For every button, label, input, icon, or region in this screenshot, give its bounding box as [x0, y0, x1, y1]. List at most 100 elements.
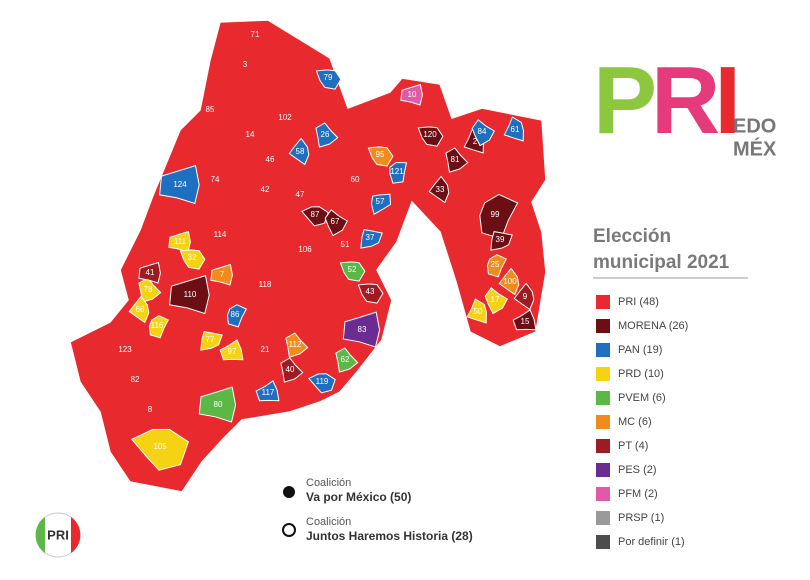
coalition-name: Va por México (50)	[306, 490, 411, 504]
municipality	[280, 357, 304, 383]
badge: PRI	[35, 512, 81, 558]
municipality-label: 86	[231, 310, 240, 319]
badge-text: PRI	[47, 527, 69, 542]
coalition-caption: Coalición	[306, 516, 351, 528]
municipality	[512, 309, 537, 331]
municipality	[339, 261, 366, 282]
municipality	[148, 315, 169, 339]
municipality	[498, 267, 520, 296]
municipality-label: 81	[451, 155, 460, 164]
municipality-label: 102	[278, 113, 292, 122]
municipality	[255, 380, 280, 402]
municipality-label: 21	[261, 345, 270, 354]
legend-swatch	[596, 343, 610, 357]
legend-swatch	[596, 535, 610, 549]
municipality-label: 106	[298, 245, 312, 254]
municipality	[445, 147, 469, 173]
municipality-label: 114	[214, 230, 227, 239]
municipality	[370, 193, 392, 215]
legend-label: PFM (2)	[618, 488, 658, 500]
municipality-label: 25	[491, 260, 500, 269]
municipality-label: 77	[206, 335, 215, 344]
municipality	[335, 347, 359, 373]
legend-label: Por definir (1)	[618, 536, 685, 548]
municipality	[288, 137, 310, 166]
municipality-label: 83	[358, 325, 367, 334]
municipality	[315, 69, 342, 90]
legend-title: municipal 2021	[593, 252, 730, 273]
municipality	[466, 298, 487, 324]
municipality-label: 84	[478, 127, 487, 136]
legend-label: PRD (10)	[618, 368, 664, 380]
municipality	[301, 206, 329, 227]
municipality-label: 39	[496, 235, 505, 244]
municipality	[357, 283, 384, 304]
legend-label: MORENA (26)	[618, 320, 688, 332]
legend-swatch	[596, 487, 610, 501]
legend-swatch	[596, 367, 610, 381]
municipality-label: 78	[144, 285, 153, 294]
municipality-label: 32	[188, 253, 197, 262]
legend-swatch	[596, 511, 610, 525]
municipality-label: 14	[246, 130, 255, 139]
municipality-label: 80	[214, 400, 223, 409]
municipality-label: 117	[262, 388, 275, 397]
municipality-label: 47	[296, 190, 305, 199]
municipality-label: 51	[341, 240, 350, 249]
municipality	[130, 428, 190, 471]
municipality-label: 9	[523, 292, 528, 301]
municipality-label: 85	[206, 105, 215, 114]
coalition-marker	[283, 486, 295, 498]
legend-label: PVEM (6)	[618, 392, 666, 404]
municipality-label: 8	[148, 405, 153, 414]
municipality	[428, 175, 450, 204]
municipality	[138, 277, 162, 303]
municipality-label: 100	[503, 277, 517, 286]
logo-mex: MÉX	[733, 137, 777, 160]
legend-title: Elección	[593, 226, 671, 247]
municipality	[417, 126, 444, 147]
municipality	[367, 146, 394, 167]
municipality-label: 87	[311, 210, 320, 219]
municipality-label: 3	[243, 60, 248, 69]
legend-swatch	[596, 415, 610, 429]
municipality-label: 121	[390, 167, 404, 176]
legend-swatch	[596, 463, 610, 477]
legend-label: PES (2)	[618, 464, 657, 476]
municipality-label: 119	[316, 377, 329, 386]
municipality-label: 82	[131, 375, 140, 384]
municipality-label: 62	[341, 355, 350, 364]
coalition-marker	[282, 523, 296, 537]
municipality	[138, 261, 161, 284]
legend-label: MC (6)	[618, 416, 652, 428]
municipality-label: 116	[151, 321, 164, 330]
municipality	[226, 304, 247, 328]
municipality-label: 26	[321, 130, 330, 139]
logo-edo: EDO	[733, 115, 776, 137]
municipality-label: 99	[491, 210, 500, 219]
municipality	[308, 373, 336, 394]
municipality-label: 123	[118, 345, 132, 354]
legend-label: PRI (48)	[618, 296, 659, 308]
municipality-label: 66	[136, 305, 145, 314]
municipality-label: 7	[220, 270, 225, 279]
municipality	[513, 282, 535, 311]
coalition-name: Juntos Haremos Historia (28)	[306, 529, 473, 543]
municipality	[342, 311, 381, 348]
municipality	[490, 231, 513, 251]
municipality-label: 67	[331, 217, 340, 226]
legend-swatch	[596, 391, 610, 405]
municipality	[219, 339, 244, 361]
municipality-label: 46	[266, 155, 275, 164]
legend-label: PRSP (1)	[618, 512, 664, 524]
municipality-label: 97	[228, 347, 237, 356]
municipality	[324, 209, 348, 237]
municipality	[479, 193, 519, 240]
municipality	[179, 249, 206, 270]
municipality	[315, 122, 339, 148]
coalition-caption: Coalición	[306, 477, 351, 489]
municipality-label: 118	[259, 280, 272, 289]
municipality	[285, 332, 309, 358]
municipality-label: 74	[211, 175, 220, 184]
